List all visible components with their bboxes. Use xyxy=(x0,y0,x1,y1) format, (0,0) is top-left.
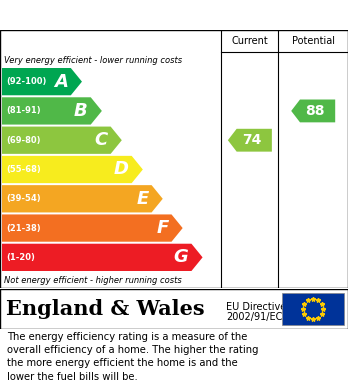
Text: D: D xyxy=(114,160,129,179)
Text: (1-20): (1-20) xyxy=(6,253,35,262)
Polygon shape xyxy=(2,127,122,154)
Text: England & Wales: England & Wales xyxy=(6,299,205,319)
Polygon shape xyxy=(2,68,82,95)
Text: E: E xyxy=(136,190,149,208)
Polygon shape xyxy=(2,185,163,212)
Polygon shape xyxy=(2,156,143,183)
Polygon shape xyxy=(2,97,102,125)
Text: Energy Efficiency Rating: Energy Efficiency Rating xyxy=(10,7,220,23)
Text: Very energy efficient - lower running costs: Very energy efficient - lower running co… xyxy=(4,56,182,65)
Text: (92-100): (92-100) xyxy=(6,77,46,86)
Bar xyxy=(282,293,344,325)
Text: (81-91): (81-91) xyxy=(6,106,41,115)
Text: The energy efficiency rating is a measure of the
overall efficiency of a home. T: The energy efficiency rating is a measur… xyxy=(7,332,259,382)
Polygon shape xyxy=(2,244,203,271)
Text: B: B xyxy=(74,102,88,120)
Polygon shape xyxy=(228,129,272,152)
Polygon shape xyxy=(291,99,335,122)
Text: (55-68): (55-68) xyxy=(6,165,41,174)
Text: 2002/91/EC: 2002/91/EC xyxy=(226,312,283,322)
Text: (39-54): (39-54) xyxy=(6,194,41,203)
Text: 88: 88 xyxy=(305,104,325,118)
Text: EU Directive: EU Directive xyxy=(226,302,286,312)
Text: F: F xyxy=(156,219,168,237)
Text: Not energy efficient - higher running costs: Not energy efficient - higher running co… xyxy=(4,276,182,285)
Text: Current: Current xyxy=(231,36,268,46)
Text: G: G xyxy=(174,248,189,266)
Text: (69-80): (69-80) xyxy=(6,136,40,145)
Text: Potential: Potential xyxy=(292,36,335,46)
Text: (21-38): (21-38) xyxy=(6,224,41,233)
Text: C: C xyxy=(94,131,108,149)
Text: 74: 74 xyxy=(242,133,261,147)
Polygon shape xyxy=(2,214,183,242)
Text: A: A xyxy=(54,73,68,91)
